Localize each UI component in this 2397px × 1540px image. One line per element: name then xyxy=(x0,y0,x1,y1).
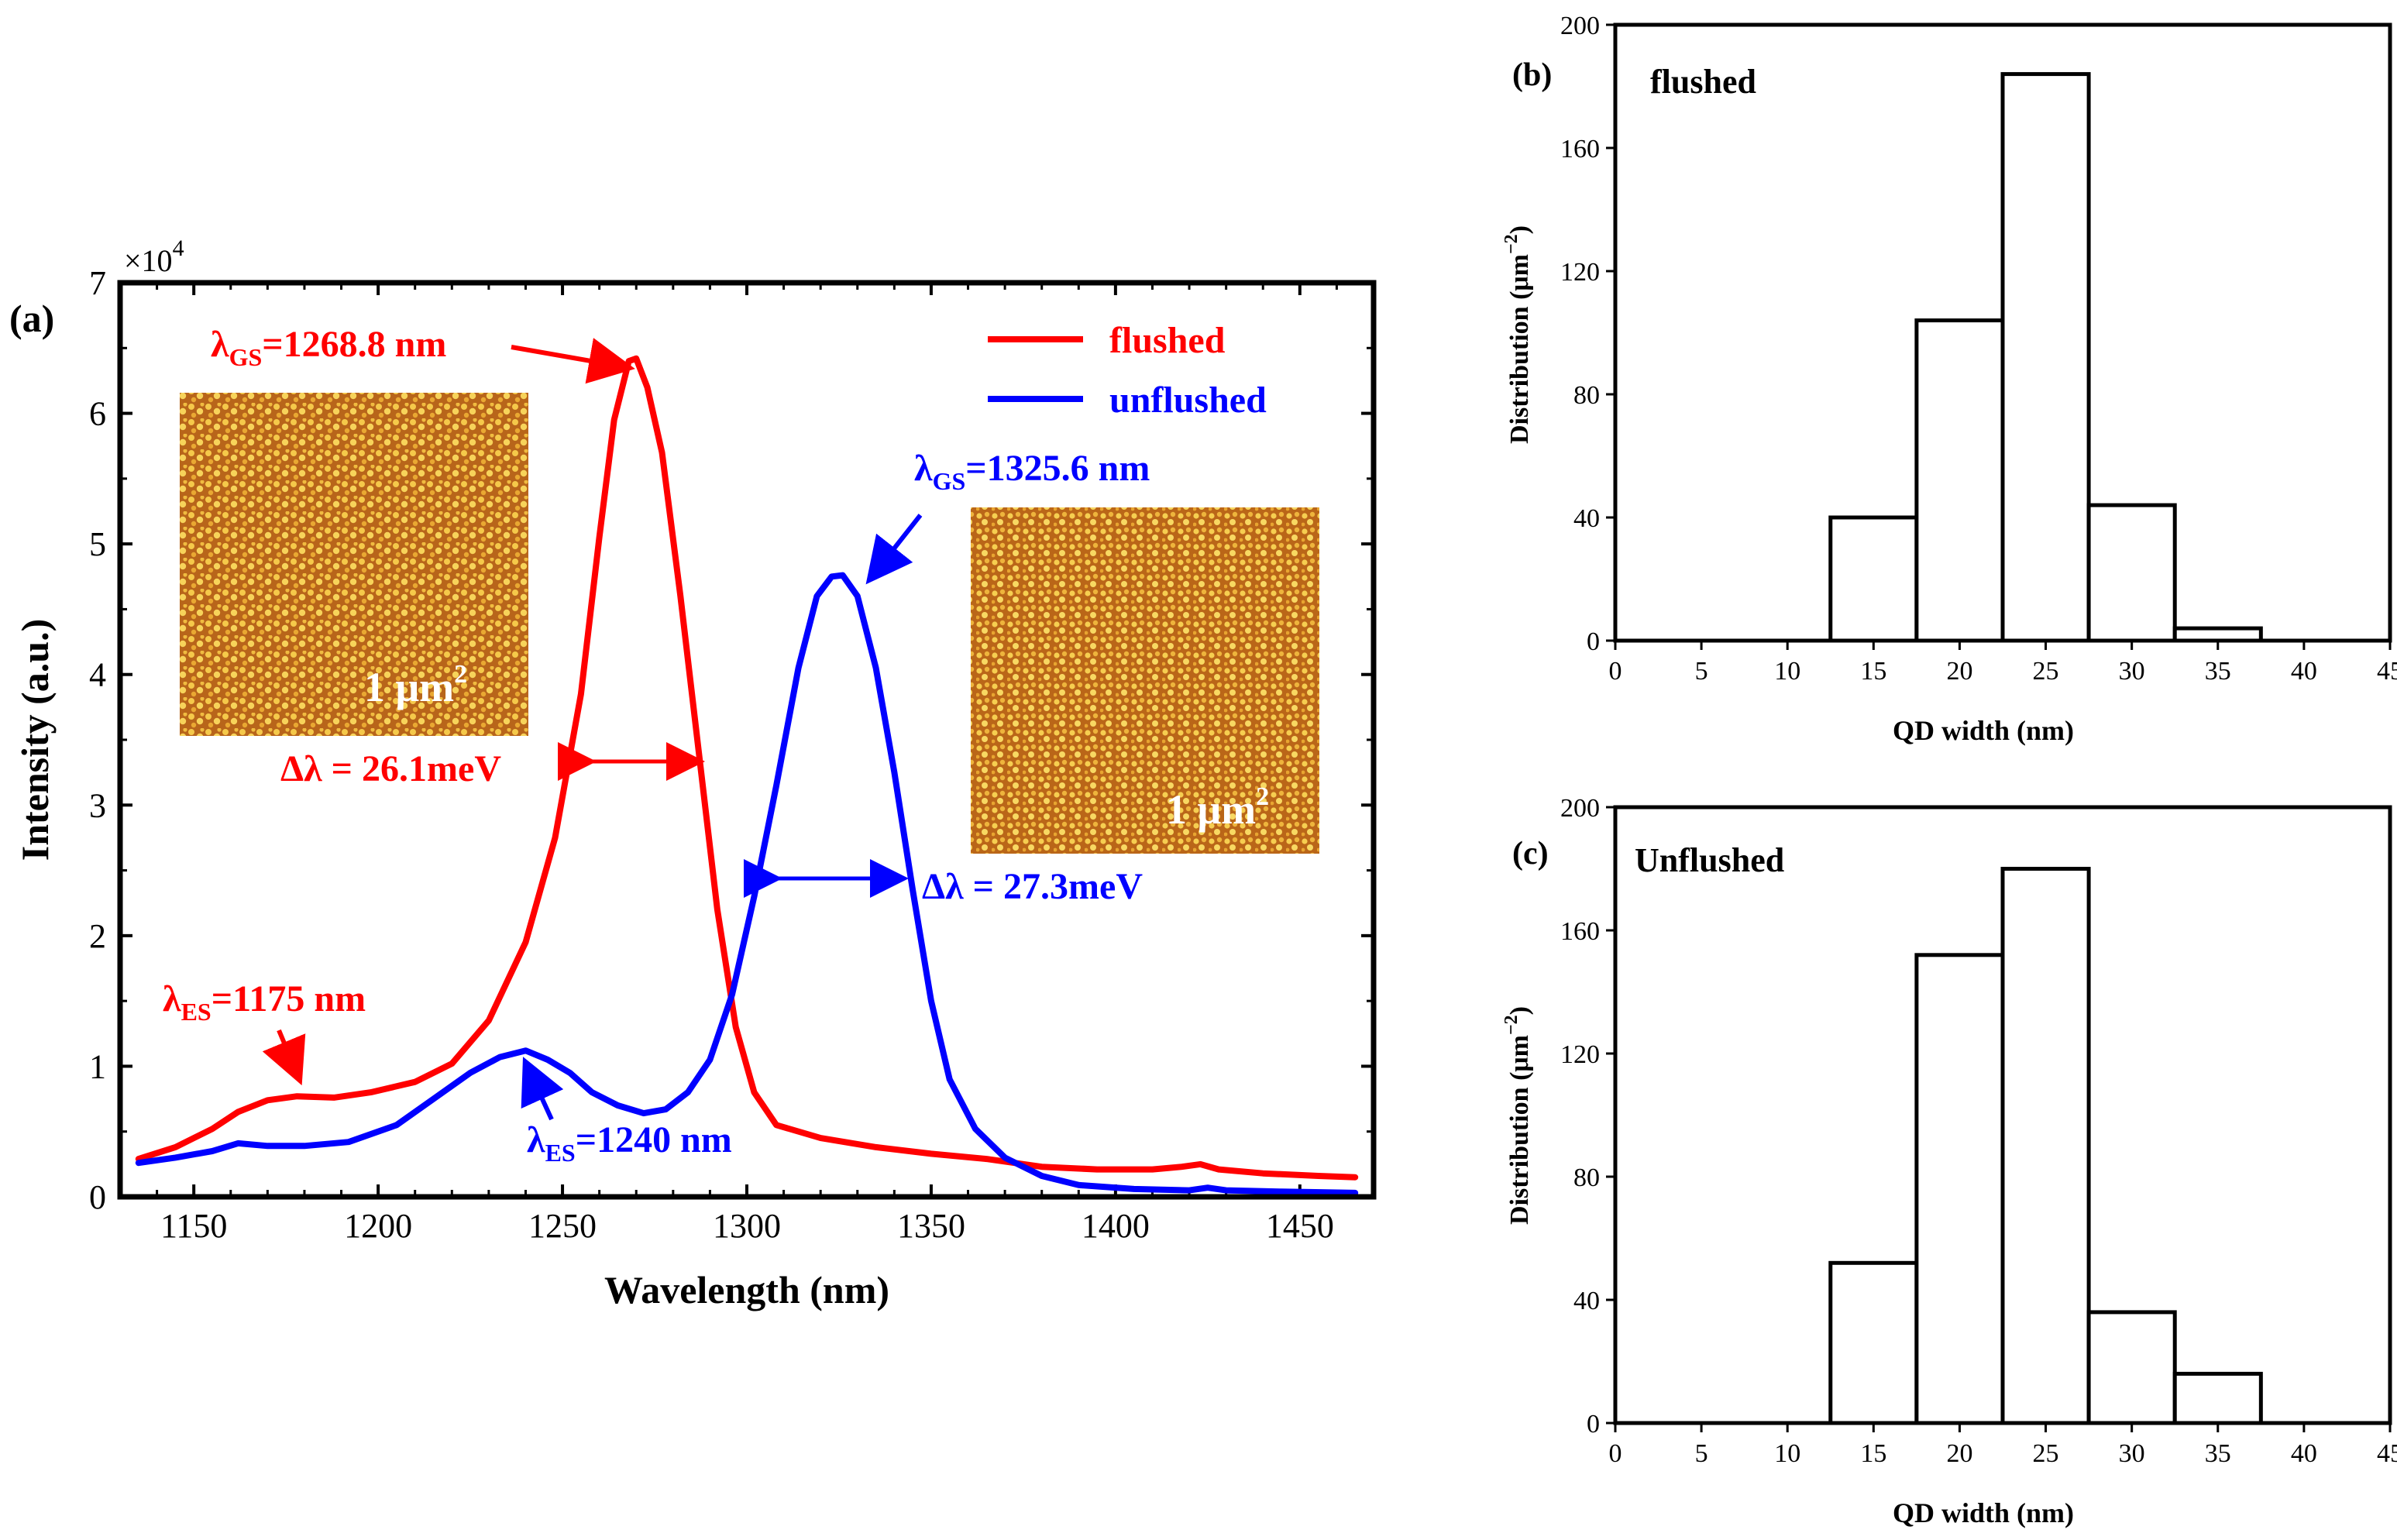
x-tick-label: 25 xyxy=(2033,1439,2059,1468)
annotation-blue-fwhm: Δλ = 27.3meV xyxy=(922,866,1143,907)
histogram-bar xyxy=(1828,1260,1919,1425)
arrow-blue-gs xyxy=(865,514,923,585)
panel-b-ticks: 0 5 10 15 20 25 30 35 40 45 0 40 80 120 160 200 xyxy=(1560,12,2397,686)
afm-insets: 1 μm2 1 μm2 xyxy=(180,393,1319,854)
y-tick-label: 0 xyxy=(1587,627,1600,656)
x-tick-label: 35 xyxy=(2205,1439,2231,1468)
x-tick-label: 20 xyxy=(1946,1439,1972,1468)
y-tick-label: 6 xyxy=(89,395,106,433)
y-tick-label: 4 xyxy=(89,656,106,694)
x-tick-label: 20 xyxy=(1946,657,1972,686)
y-tick-label: 200 xyxy=(1560,794,1600,823)
arrow-blue-es xyxy=(521,1057,564,1121)
x-tick-label: 10 xyxy=(1774,1439,1800,1468)
x-tick-label: 30 xyxy=(2119,657,2145,686)
x-tick-label: 1300 xyxy=(713,1207,781,1245)
panel-b-histogram: 0 5 10 15 20 25 30 35 40 45 0 40 80 120 160 200 (b) flu… xyxy=(1501,12,2397,746)
x-tick-label: 40 xyxy=(2291,1439,2317,1468)
histogram-bar xyxy=(1828,515,1919,643)
afm-image-flushed xyxy=(180,393,528,736)
x-tick-label: 5 xyxy=(1695,1439,1708,1468)
arrow-red-gs xyxy=(511,338,635,384)
y-axis-label: Intensity (a.u.) xyxy=(13,619,57,861)
y-tick-label: 7 xyxy=(89,264,106,302)
y-tick-label: 120 xyxy=(1560,258,1600,287)
panel-a-frame xyxy=(117,280,1377,1200)
x-tick-label: 45 xyxy=(2377,657,2397,686)
histogram-bar xyxy=(2086,503,2177,643)
x-tick-label: 15 xyxy=(1860,657,1886,686)
x-tick-label: 35 xyxy=(2205,657,2231,686)
y-tick-label: 160 xyxy=(1560,917,1600,946)
series-line-flushed xyxy=(135,355,1359,1181)
annotation-blue-es: λES=1240 nm xyxy=(527,1119,732,1167)
y-tick-label: 1 xyxy=(89,1047,106,1085)
afm-image-unflushed xyxy=(971,507,1319,854)
panel-b-frame xyxy=(1613,22,2392,643)
y-tick-label: 0 xyxy=(89,1178,106,1216)
x-tick-label: 1150 xyxy=(160,1207,227,1245)
y-tick-label: 3 xyxy=(89,786,106,824)
x-tick-label: 15 xyxy=(1860,1439,1886,1468)
panel-a-line-chart: (a) ×104 1 μm2 1 μm2 1150 1200 1250 1300 135… xyxy=(9,235,1377,1311)
x-tick-label: 30 xyxy=(2119,1439,2145,1468)
annotation-red-es: λES=1175 nm xyxy=(163,978,366,1026)
annotation-red-fwhm: Δλ = 26.1meV xyxy=(280,748,501,789)
x-tick-label: 25 xyxy=(2033,657,2059,686)
histogram-bar xyxy=(2000,867,2091,1425)
x-tick-label: 0 xyxy=(1609,1439,1622,1468)
arrow-red-es xyxy=(262,1029,306,1086)
x-tick-label: 1450 xyxy=(1266,1207,1334,1245)
panel-c-x-axis-label: QD width (nm) xyxy=(1893,1497,2074,1528)
panel-c-label: (c) xyxy=(1512,836,1549,871)
legend-label-unflushed: unflushed xyxy=(1109,380,1267,421)
panel-c-sample-label: Unflushed xyxy=(1635,841,1784,879)
afm-flushed-area-label: 1 μm2 xyxy=(364,660,467,710)
y-tick-label: 120 xyxy=(1560,1040,1600,1069)
y-tick-label: 2 xyxy=(89,917,106,955)
x-tick-label: 10 xyxy=(1774,657,1800,686)
legend: flushed unflushed xyxy=(988,320,1267,421)
y-tick-label: 200 xyxy=(1560,12,1600,40)
y-tick-label: 80 xyxy=(1573,381,1600,410)
y-tick-label: 40 xyxy=(1573,1287,1600,1315)
panel-c-ticks: 0 5 10 15 20 25 30 35 40 45 0 40 80 120 160 200 xyxy=(1560,794,2397,1468)
x-axis-label: Wavelength (nm) xyxy=(604,1268,889,1311)
panel-b-sample-label: flushed xyxy=(1650,63,1756,101)
panel-b-bars xyxy=(1828,72,2263,643)
x-tick-label: 1250 xyxy=(528,1207,597,1245)
y-multiplier: ×104 xyxy=(124,235,184,278)
panel-b-y-axis-label: Distribution (μm−2) xyxy=(1501,225,1534,444)
x-tick-label: 1400 xyxy=(1082,1207,1150,1245)
x-tick-label: 1350 xyxy=(897,1207,965,1245)
histogram-bar xyxy=(1914,953,2005,1425)
panel-c-y-axis-label: Distribution (μm−2) xyxy=(1501,1006,1534,1225)
panel-c-frame xyxy=(1613,805,2392,1425)
x-tick-label: 1200 xyxy=(344,1207,412,1245)
y-tick-label: 0 xyxy=(1587,1410,1600,1439)
x-tick-label: 45 xyxy=(2377,1439,2397,1468)
panel-b-x-axis-label: QD width (nm) xyxy=(1893,715,2074,746)
y-tick-label: 80 xyxy=(1573,1164,1600,1192)
y-tick-label: 5 xyxy=(89,525,106,563)
histogram-bar xyxy=(2086,1310,2177,1425)
peak-annotations: λGS=1268.8 nm λGS=1325.6 nm λES=1175 nm … xyxy=(163,324,1150,1167)
histogram-bar xyxy=(2000,72,2091,643)
histogram-bar xyxy=(1914,318,2005,643)
afm-unflushed-area-label: 1 μm2 xyxy=(1166,782,1269,833)
x-tick-label: 40 xyxy=(2291,657,2317,686)
y-tick-label: 160 xyxy=(1560,135,1600,163)
y-tick-label: 40 xyxy=(1573,504,1600,533)
annotation-red-gs: λGS=1268.8 nm xyxy=(211,324,446,371)
histogram-bar xyxy=(2172,1371,2263,1425)
panel-c-histogram: 0 5 10 15 20 25 30 35 40 45 0 40 80 120 160 200 (c) Unf… xyxy=(1501,794,2397,1528)
x-tick-label: 0 xyxy=(1609,657,1622,686)
panel-c-bars xyxy=(1828,867,2263,1425)
legend-label-flushed: flushed xyxy=(1109,320,1226,361)
x-tick-label: 5 xyxy=(1695,657,1708,686)
panel-a-label: (a) xyxy=(9,297,54,340)
panel-b-label: (b) xyxy=(1512,57,1552,93)
annotation-blue-gs: λGS=1325.6 nm xyxy=(914,448,1150,495)
